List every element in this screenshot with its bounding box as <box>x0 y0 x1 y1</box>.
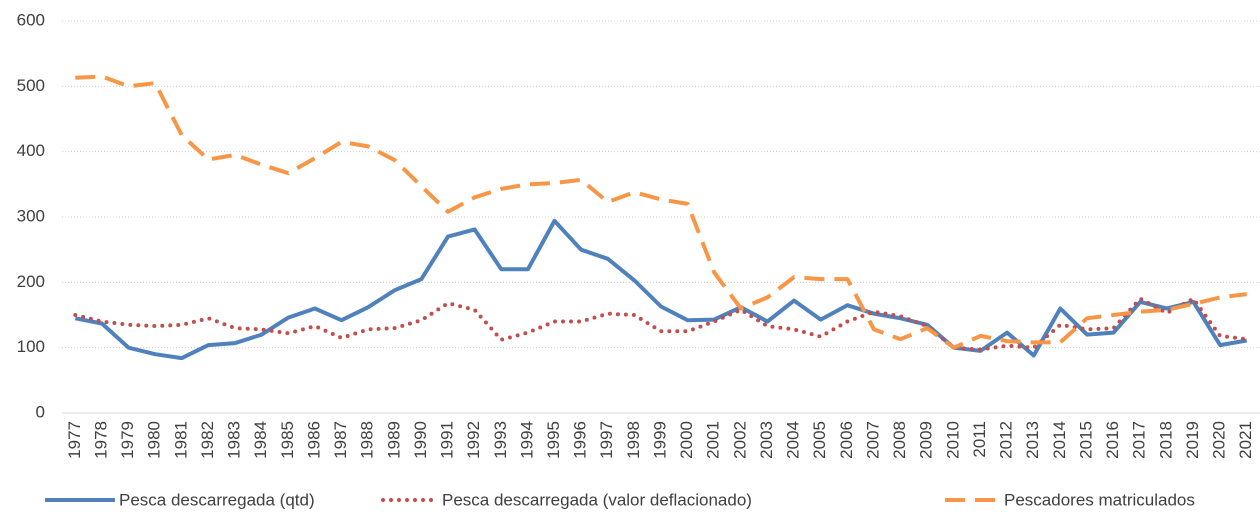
x-tick-label: 1977 <box>65 421 84 459</box>
x-tick-label: 2017 <box>1130 421 1149 459</box>
x-tick-label: 2012 <box>997 421 1016 459</box>
y-tick-label: 500 <box>17 76 45 95</box>
x-tick-label: 2007 <box>863 421 882 459</box>
x-tick-label: 2008 <box>890 421 909 459</box>
x-tick-label: 2020 <box>1210 421 1229 459</box>
x-tick-label: 1988 <box>358 421 377 459</box>
x-tick-label: 1997 <box>597 421 616 459</box>
series-line <box>73 296 1249 352</box>
legend-label: Pescadores matriculados <box>1004 490 1195 509</box>
x-tick-label: 2021 <box>1236 421 1255 459</box>
x-tick-label: 2004 <box>784 421 803 459</box>
x-tick-label: 2000 <box>677 421 696 459</box>
y-tick-label: 600 <box>17 10 45 29</box>
x-tick-label: 2006 <box>837 421 856 459</box>
x-tick-label: 2014 <box>1050 421 1069 459</box>
x-tick-label: 1993 <box>491 421 510 459</box>
x-tick-label: 2018 <box>1156 421 1175 459</box>
x-tick-label: 1989 <box>384 421 403 459</box>
x-tick-label: 2019 <box>1183 421 1202 459</box>
x-tick-label: 1999 <box>650 421 669 459</box>
y-tick-label: 200 <box>17 272 45 291</box>
y-tick-label: 100 <box>17 337 45 356</box>
x-tick-label: 2013 <box>1023 421 1042 459</box>
x-tick-label: 1996 <box>571 421 590 459</box>
x-tick-label: 1986 <box>304 421 323 459</box>
x-tick-label: 2002 <box>730 421 749 459</box>
legend-label: Pesca descarregada (valor deflacionado) <box>442 490 752 509</box>
x-tick-label: 1992 <box>464 421 483 459</box>
legend-label: Pesca descarregada (qtd) <box>119 490 315 509</box>
x-tick-label: 1981 <box>171 421 190 459</box>
x-tick-label: 2010 <box>943 421 962 459</box>
series-line <box>75 74 1247 350</box>
x-tick-label: 1979 <box>118 421 137 459</box>
x-tick-label: 2015 <box>1076 421 1095 459</box>
x-tick-label: 1984 <box>251 421 270 459</box>
x-tick-label: 1990 <box>411 421 430 459</box>
x-tick-label: 1983 <box>225 421 244 459</box>
x-tick-label: 1978 <box>91 421 110 459</box>
x-tick-label: 1995 <box>544 421 563 459</box>
y-tick-label: 400 <box>17 141 45 160</box>
x-tick-label: 2001 <box>704 421 723 459</box>
x-tick-label: 2005 <box>810 421 829 459</box>
x-tick-label: 1994 <box>517 421 536 459</box>
x-tick-label: 1991 <box>438 421 457 459</box>
x-tick-label: 1985 <box>278 421 297 459</box>
series-line <box>74 218 1248 361</box>
x-tick-label: 2016 <box>1103 421 1122 459</box>
y-tick-label: 0 <box>36 402 45 421</box>
x-tick-label: 1982 <box>198 421 217 459</box>
x-tick-label: 2009 <box>917 421 936 459</box>
x-tick-label: 1998 <box>624 421 643 459</box>
x-tick-label: 2003 <box>757 421 776 459</box>
x-tick-label: 1987 <box>331 421 350 459</box>
x-tick-label: 1980 <box>145 421 164 459</box>
y-tick-label: 300 <box>17 206 45 225</box>
x-tick-label: 2011 <box>970 421 989 458</box>
